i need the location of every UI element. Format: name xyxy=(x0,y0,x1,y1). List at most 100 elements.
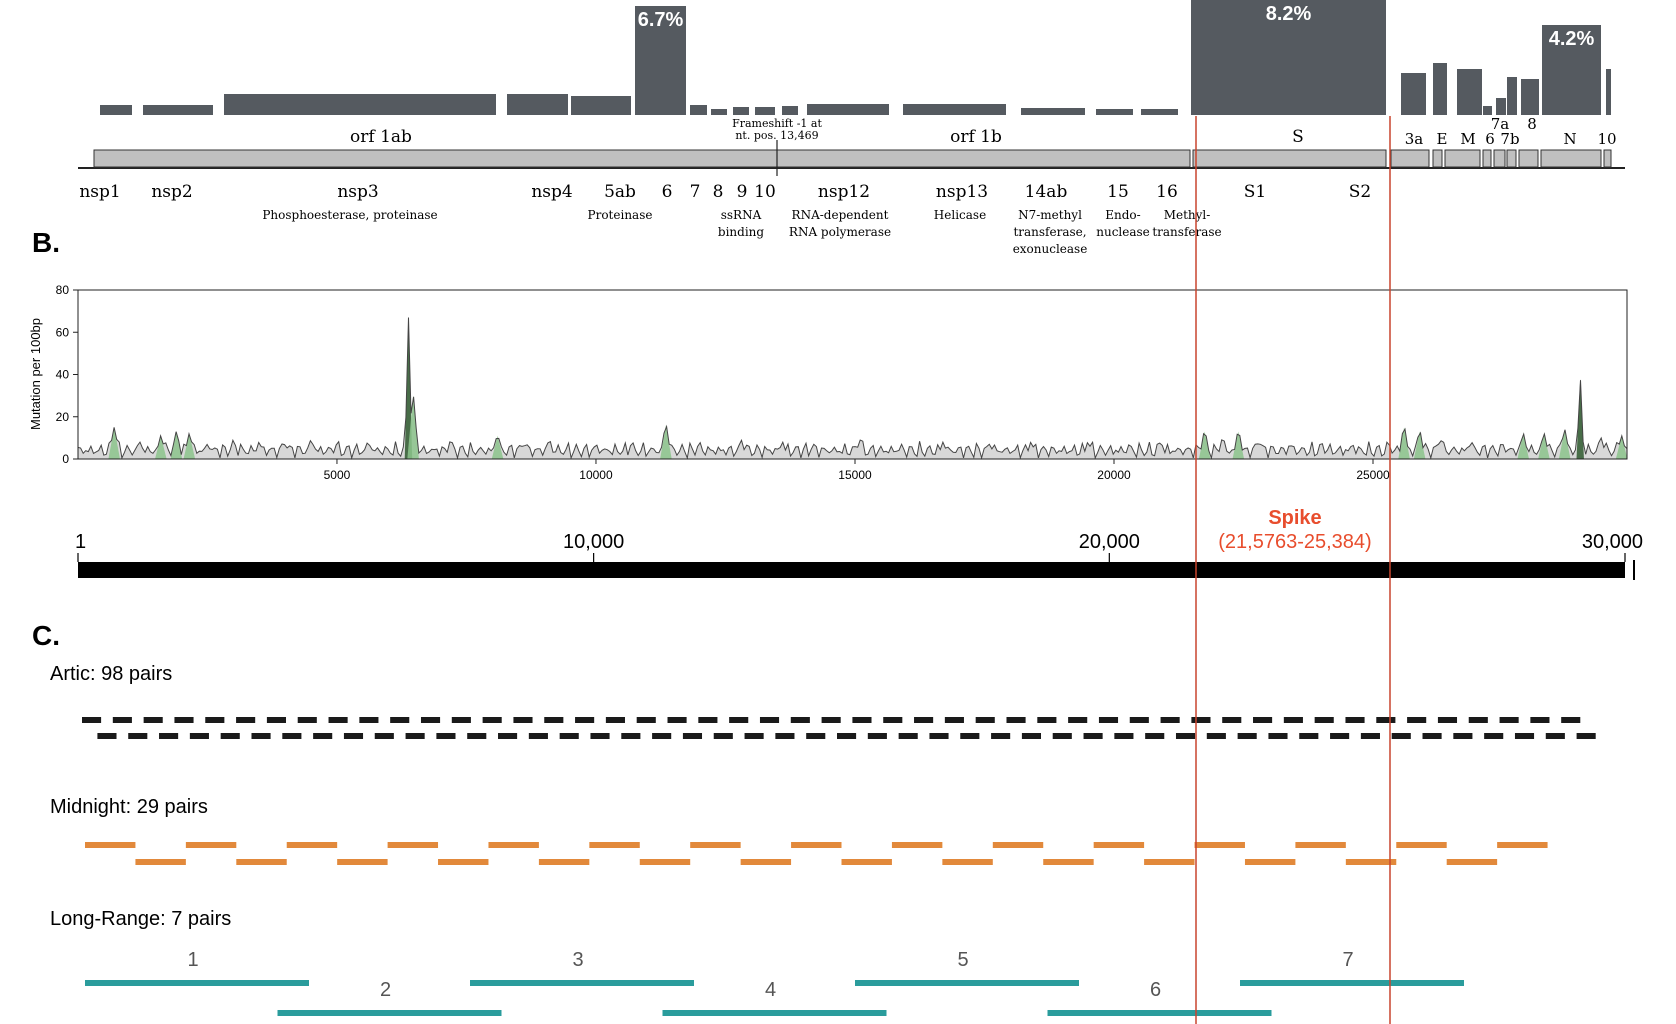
artic-amplicon xyxy=(1206,733,1226,739)
artic-amplicon xyxy=(775,733,795,739)
artic-scheme-label: Artic: 98 pairs xyxy=(50,663,172,685)
amplicon-number: 1 xyxy=(187,949,198,971)
gene-box xyxy=(93,149,1191,168)
top-bar xyxy=(782,106,798,115)
artic-amplicon xyxy=(867,733,887,739)
gene-box xyxy=(1518,149,1539,168)
amplicon-number: 4 xyxy=(765,979,776,1001)
artic-amplicon xyxy=(205,717,225,723)
mutation-peak-highlight xyxy=(1576,378,1584,459)
genome-bar xyxy=(78,562,1625,578)
artic-amplicon-track xyxy=(82,717,1596,739)
nsp-label: nsp1 xyxy=(79,182,120,202)
accessory-gene-label: E xyxy=(1437,130,1448,148)
plot-frame xyxy=(77,289,1628,460)
genome-tick-label: 20,000 xyxy=(1079,531,1140,553)
nsp-function-label: Endo- xyxy=(1105,208,1140,222)
top-bar xyxy=(1096,109,1133,115)
artic-amplicon xyxy=(544,717,564,723)
midnight-amplicon xyxy=(337,859,388,865)
long-range-amplicon xyxy=(277,1010,502,1016)
mutation-peak-highlight xyxy=(1538,433,1550,459)
artic-amplicon xyxy=(159,733,179,739)
artic-amplicon xyxy=(1006,717,1026,723)
artic-amplicon xyxy=(359,717,379,723)
artic-amplicon xyxy=(1098,717,1119,723)
frameshift-note-line1: Frameshift -1 at xyxy=(732,117,822,130)
midnight-amplicon xyxy=(891,842,943,848)
artic-amplicon xyxy=(883,717,903,723)
midnight-amplicon xyxy=(286,842,338,848)
nsp-label: nsp4 xyxy=(531,182,572,202)
artic-amplicon xyxy=(1160,717,1180,723)
top-bar xyxy=(1483,106,1492,115)
mutation-peak-highlight xyxy=(1558,429,1571,459)
nsp-function-label: ssRNA xyxy=(721,208,762,222)
midnight-amplicon xyxy=(992,842,1044,848)
nsp-label: 5ab xyxy=(604,182,636,202)
top-bar-label: 6.7% xyxy=(638,9,684,31)
mutation-peak-highlight xyxy=(1517,433,1530,459)
top-bar xyxy=(1521,79,1539,115)
midnight-amplicon xyxy=(1194,842,1245,848)
amplicon-schemes-panel: Artic: 98 pairs Midnight: 29 pairs Long-… xyxy=(50,663,1596,1016)
nsp-function-label: transferase, xyxy=(1013,225,1086,239)
artic-amplicon xyxy=(128,733,148,739)
mutation-peak-highlight xyxy=(183,433,196,459)
midnight-amplicon xyxy=(1497,842,1548,848)
top-bar xyxy=(1606,69,1611,115)
top-bar xyxy=(1191,0,1386,115)
artic-amplicon xyxy=(590,733,610,739)
artic-amplicon xyxy=(898,733,918,739)
artic-amplicon xyxy=(929,733,949,739)
artic-amplicon xyxy=(82,717,102,723)
artic-amplicon xyxy=(251,733,271,739)
artic-amplicon xyxy=(852,717,872,723)
nsp-label: 6 xyxy=(662,182,673,202)
artic-amplicon xyxy=(390,717,410,723)
plot-axes: 0 20 40 60 80 5000 10000 15000 20000 25000 xyxy=(56,283,1628,482)
nsp-function-label: RNA-dependent xyxy=(792,208,889,222)
gene-box xyxy=(1540,149,1602,168)
artic-amplicon xyxy=(313,733,333,739)
nsp-function-labels: Phosphoesterase, proteinase Proteinase ssR… xyxy=(262,208,1221,256)
nsp-label: 16 xyxy=(1156,182,1178,202)
artic-amplicon xyxy=(960,733,980,739)
artic-amplicon xyxy=(513,717,533,723)
midnight-amplicon xyxy=(236,859,287,865)
artic-amplicon xyxy=(652,733,672,739)
artic-amplicon xyxy=(759,717,780,723)
artic-amplicon xyxy=(713,733,733,739)
midnight-amplicon xyxy=(690,842,741,848)
artic-amplicon xyxy=(1499,717,1519,723)
artic-amplicon xyxy=(297,717,317,723)
nsp-function-label: N7-methyl xyxy=(1018,208,1082,222)
top-bar xyxy=(755,107,775,115)
midnight-amplicon xyxy=(791,842,842,848)
long-range-amplicon xyxy=(470,980,694,986)
accessory-gene-label: 7b xyxy=(1500,130,1519,148)
amplicon-number: 3 xyxy=(572,949,583,971)
artic-amplicon xyxy=(837,733,857,739)
artic-amplicon xyxy=(1545,733,1565,739)
nsp-label: nsp12 xyxy=(818,182,870,202)
artic-amplicon xyxy=(1407,717,1427,723)
mutation-density-plot: 0 20 40 60 80 5000 10000 15000 20000 25000 Mutati… xyxy=(28,283,1628,482)
artic-amplicon xyxy=(328,717,348,723)
gene-box xyxy=(1390,149,1430,168)
y-tick-label: 40 xyxy=(56,368,70,382)
artic-amplicon xyxy=(1299,733,1319,739)
artic-amplicon xyxy=(1330,733,1350,739)
accessory-gene-label: M xyxy=(1460,130,1475,148)
artic-amplicon xyxy=(420,717,441,723)
nsp-label: 7 xyxy=(690,182,701,202)
artic-amplicon xyxy=(1222,717,1242,723)
top-bar xyxy=(1542,25,1601,115)
artic-amplicon xyxy=(1437,717,1458,723)
artic-amplicon xyxy=(744,733,764,739)
amplicon-number: 2 xyxy=(380,979,391,1001)
artic-amplicon xyxy=(1021,733,1042,739)
artic-amplicon xyxy=(575,717,595,723)
nsp-label: S2 xyxy=(1349,182,1371,202)
mutation-area-fill xyxy=(78,317,1627,459)
